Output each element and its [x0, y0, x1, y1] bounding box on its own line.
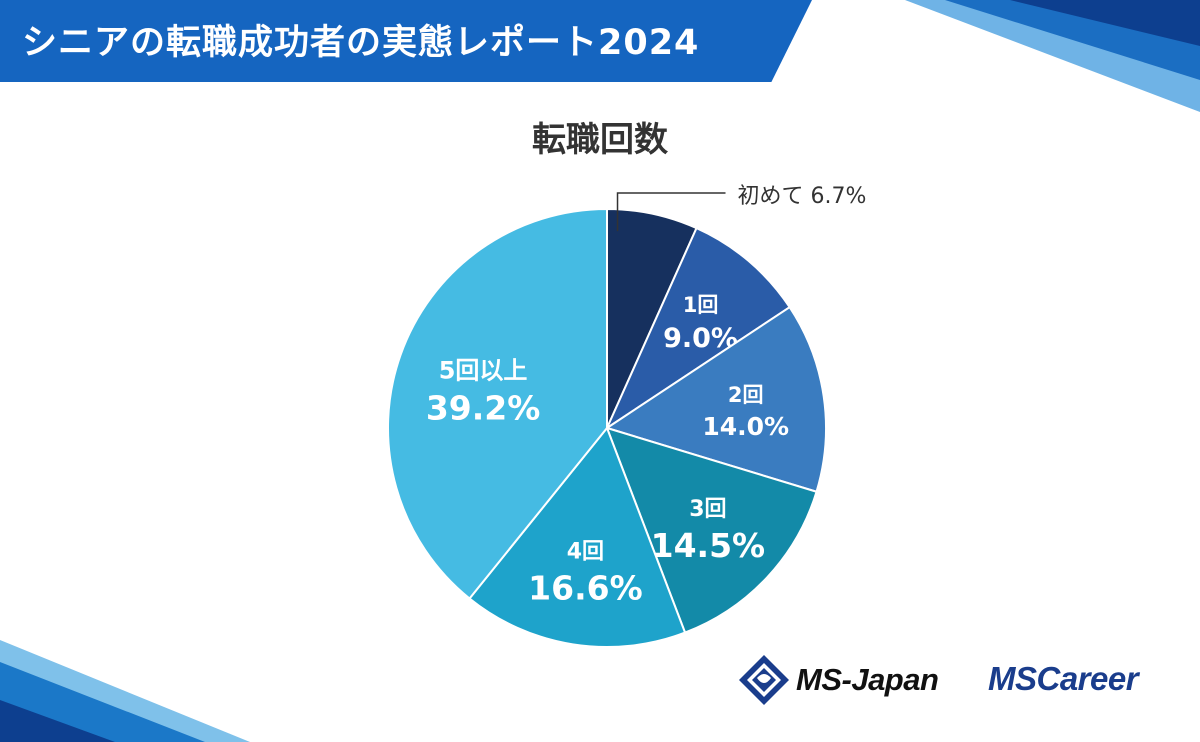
pie-slice	[606, 306, 827, 493]
slice-value-label: 14.5%	[651, 526, 766, 565]
pie-slice	[387, 208, 608, 600]
slice-category-label: 2回	[728, 383, 764, 407]
slice-label: 1回9.0%	[663, 293, 738, 354]
mscareer-logo: MSCareer	[988, 660, 1139, 697]
slice-category-label: 5回以上	[439, 356, 528, 384]
slice-label-outside: 初めて 6.7%	[738, 184, 867, 209]
slice-label: 5回以上 39.2%	[426, 356, 541, 427]
report-title: シニアの転職成功者の実態レポート2024	[22, 23, 700, 63]
slice-category-label: 3回	[689, 497, 726, 522]
pie-slice	[606, 427, 818, 634]
leader-line	[616, 192, 726, 232]
ms-japan-logo-icon	[739, 655, 789, 705]
ms-japan-logo: MS-Japan	[796, 662, 939, 697]
slice-value-label: 16.6%	[528, 568, 643, 607]
header-banner	[0, 0, 812, 82]
slice-label: 3回 14.5%	[651, 497, 766, 565]
slice-value-label: 14.0%	[702, 412, 789, 441]
chart-title: 転職回数	[532, 120, 668, 160]
pie-slice	[606, 227, 791, 429]
slice-label: 2回 14.0%	[702, 383, 789, 441]
slice-value-label: 39.2%	[426, 388, 541, 427]
slice-label: 4回 16.6%	[528, 539, 643, 607]
slice-category-label: 4回	[567, 539, 604, 564]
slice-category-label: 1回	[683, 293, 719, 317]
pie-slice	[468, 427, 687, 648]
